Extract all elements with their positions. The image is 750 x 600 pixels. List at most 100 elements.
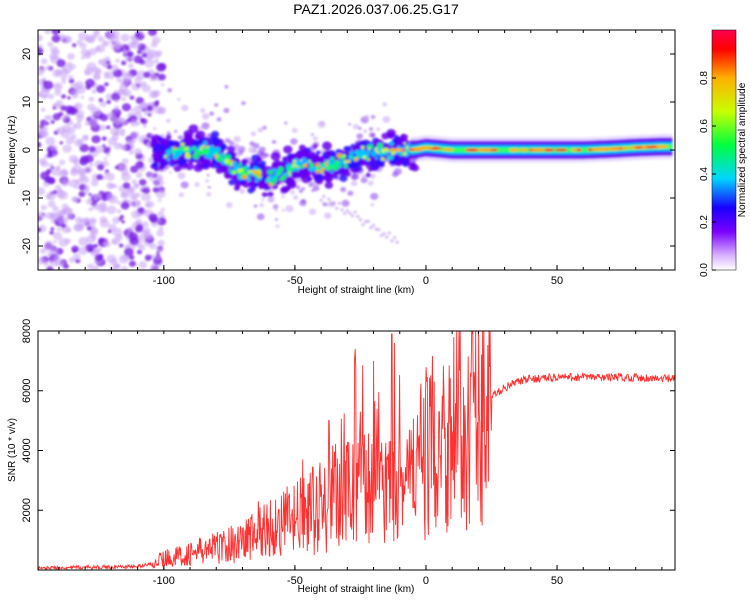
spectrogram-noise-mark — [121, 158, 129, 165]
spectrogram-noise-mark — [39, 248, 47, 254]
spectrogram-noise-mark — [120, 33, 130, 42]
spectrogram-core-mark — [343, 159, 349, 164]
spectrogram-noise-mark — [285, 205, 294, 213]
spectrogram-noise-mark — [198, 126, 203, 130]
spectrogram-noise-mark — [87, 247, 94, 253]
spectrogram-noise-mark — [47, 200, 56, 208]
spectrogram-noise-mark — [116, 200, 122, 205]
spectrogram-noise-mark — [110, 64, 119, 72]
spectrogram-noise-mark — [201, 112, 210, 120]
spectrogram-noise-mark — [94, 145, 104, 154]
spectrogram-noise-mark — [135, 224, 144, 231]
spectrogram-noise-mark — [99, 124, 107, 131]
spectrogram-noise-mark — [67, 52, 75, 60]
spectrogram-noise-mark — [250, 131, 257, 137]
spectrogram-noise-mark — [155, 255, 160, 260]
spectrogram-band-mark — [193, 163, 204, 173]
spectrogram-noise-mark — [322, 194, 326, 198]
spectrogram-core-mark — [359, 151, 366, 157]
spectrogram-x-tick-label: 50 — [551, 275, 563, 287]
spectrogram-noise-mark — [78, 157, 89, 166]
spectrogram-noise-mark — [151, 36, 161, 44]
spectrogram-core-mark — [253, 166, 258, 171]
spectrogram-core-mark — [349, 155, 353, 159]
spectrogram-noise-mark — [40, 58, 48, 65]
spectrogram-noise-mark — [122, 182, 131, 189]
spectrogram-noise-mark — [134, 76, 142, 84]
spectrogram-band-mark — [186, 137, 195, 145]
spectrogram-core-mark — [255, 171, 260, 176]
spectrogram-noise-mark — [145, 200, 155, 208]
spectrogram-peak-mark — [518, 148, 529, 152]
spectrogram-noise-mark — [102, 144, 106, 148]
snr-x-ticks: -100 -50 0 50 — [58, 331, 663, 587]
spectrogram-noise-mark — [390, 239, 394, 243]
spectrogram-core-mark — [286, 163, 292, 168]
spectrogram-core-mark — [380, 157, 385, 161]
spectrogram-noise-mark — [42, 94, 48, 99]
spectrogram-core-mark — [330, 170, 334, 174]
spectrogram-noise-mark — [271, 139, 277, 144]
spectrogram-noise-mark — [345, 209, 350, 213]
spectrogram-noise-mark — [157, 106, 167, 115]
spectrogram-noise-mark — [152, 127, 157, 131]
snr-y-tick-label: 8000 — [21, 319, 33, 343]
spectrogram-noise-mark — [152, 51, 161, 59]
spectrogram-noise-mark — [200, 108, 206, 113]
spectrogram-noise-mark — [94, 46, 101, 52]
snr-x-tick-label: 50 — [551, 575, 563, 587]
spectrogram-noise-mark — [40, 204, 47, 211]
spectrogram-noise-mark — [135, 172, 143, 179]
spectrogram-noise-mark — [106, 193, 115, 202]
spectrogram-noise-mark — [106, 205, 117, 215]
spectrogram-noise-mark — [377, 228, 381, 232]
spectrogram-noise-mark — [165, 118, 171, 123]
spectrogram-noise-mark — [360, 177, 368, 184]
spectrogram-noise-mark — [136, 249, 143, 255]
snr-x-tick-label: -50 — [287, 575, 303, 587]
spectrogram-noise-mark — [105, 93, 114, 101]
spectrogram-core-mark — [296, 160, 302, 165]
spectrogram-noise-mark — [41, 125, 48, 132]
spectrogram-noise-mark — [114, 99, 119, 103]
spectrogram-noise-mark — [379, 234, 384, 238]
spectrogram-band-mark — [253, 183, 259, 188]
spectrogram-core-mark — [280, 175, 286, 181]
spectrogram-noise-mark — [85, 78, 96, 88]
spectrogram-band-mark — [340, 167, 349, 175]
spectrogram-noise-mark — [99, 100, 107, 108]
spectrogram-noise-mark — [149, 266, 159, 270]
spectrogram-noise-mark — [86, 226, 92, 231]
spectrogram-noise-mark — [52, 205, 60, 212]
spectrogram-noise-mark — [46, 152, 53, 158]
spectrogram-core-mark — [254, 179, 259, 183]
spectrogram-core-mark — [302, 163, 308, 168]
spectrogram-noise-mark — [361, 223, 365, 227]
spectrogram-noise-mark — [112, 216, 121, 224]
spectrogram-core-mark — [349, 150, 355, 156]
spectrogram-band-mark — [267, 191, 274, 198]
spectrogram-noise-mark — [103, 74, 110, 79]
spectrogram-core-mark — [269, 175, 275, 180]
spectrogram-band-mark — [209, 163, 214, 168]
spectrogram-noise-mark — [151, 91, 159, 98]
spectrogram-noise-mark — [45, 65, 51, 71]
spectrogram-core-mark — [362, 155, 367, 160]
spectrogram-noise-mark — [233, 136, 241, 143]
spectrogram-core-mark — [366, 145, 370, 148]
spectrogram-noise-mark — [38, 227, 42, 233]
spectrogram-noise-mark — [77, 119, 82, 124]
spectrogram-noise-mark — [392, 236, 397, 240]
spectrogram-noise-mark — [135, 161, 145, 169]
colorbar-label: Normalized spectral amplitude — [737, 82, 748, 217]
spectrogram-band-mark — [221, 168, 227, 173]
spectrogram-core-mark — [182, 145, 186, 149]
colorbar-tick-label: 0.4 — [699, 167, 710, 181]
spectrogram-noise-mark — [111, 239, 117, 245]
spectrogram-noise-mark — [68, 154, 79, 164]
spectrogram-noise-mark — [61, 208, 67, 213]
spectrogram-noise-mark — [119, 77, 130, 87]
spectrogram-noise-mark — [62, 144, 72, 153]
spectrogram-noise-mark — [216, 117, 222, 122]
spectrogram-noise-mark — [319, 198, 323, 202]
